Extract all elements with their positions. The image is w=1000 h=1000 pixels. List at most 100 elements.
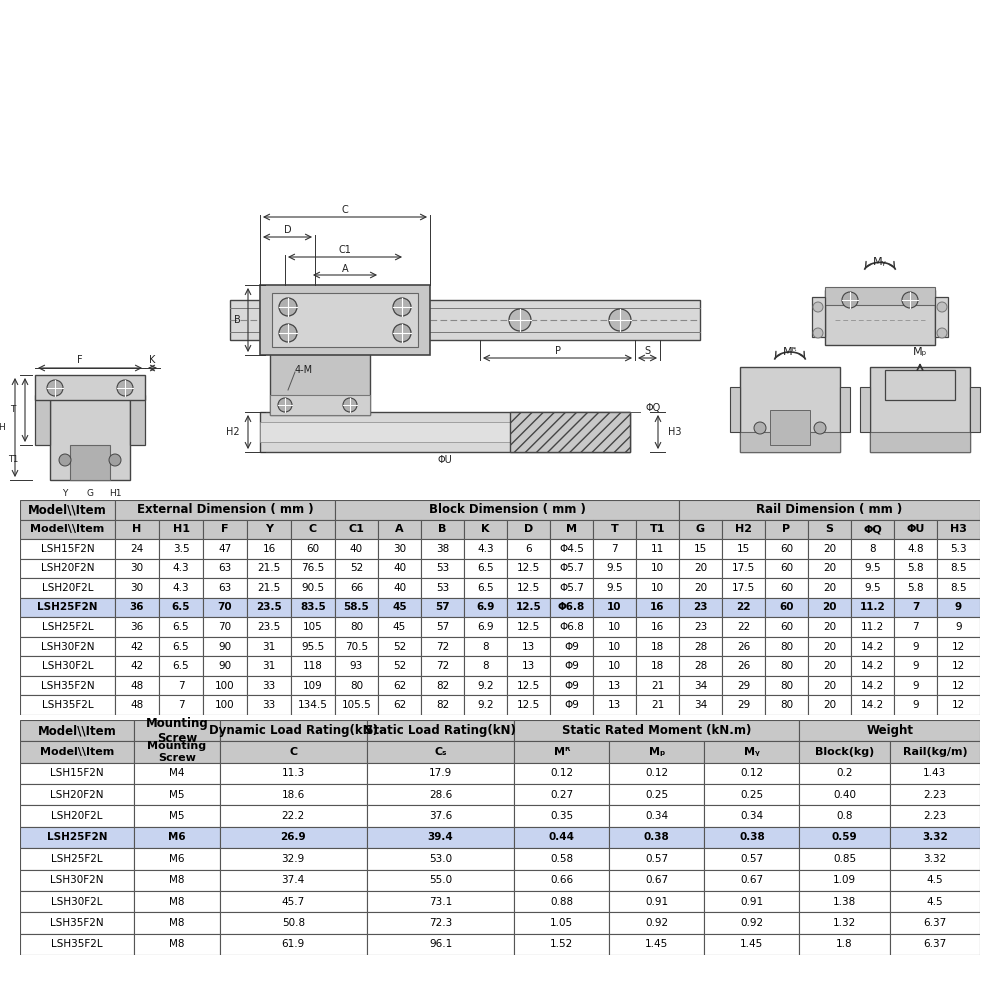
Text: 7: 7 xyxy=(912,602,919,612)
Text: 0.59: 0.59 xyxy=(832,832,857,842)
Text: B: B xyxy=(234,315,241,325)
Text: 17.5: 17.5 xyxy=(732,563,755,573)
Text: M4: M4 xyxy=(169,768,185,778)
Bar xyxy=(159,676,203,695)
Text: 12.5: 12.5 xyxy=(517,622,540,632)
Bar xyxy=(203,656,247,676)
Text: Model\\Item: Model\\Item xyxy=(30,524,105,534)
Text: 12.5: 12.5 xyxy=(517,583,540,593)
Text: 118: 118 xyxy=(303,661,323,671)
Text: 0.38: 0.38 xyxy=(739,832,765,842)
Bar xyxy=(550,520,593,539)
Text: 22: 22 xyxy=(737,622,750,632)
Text: 20: 20 xyxy=(822,602,837,612)
Bar xyxy=(134,763,220,784)
Bar xyxy=(679,578,722,598)
Text: LSH20F2L: LSH20F2L xyxy=(51,811,103,821)
Bar xyxy=(367,805,514,827)
Bar xyxy=(159,578,203,598)
Bar xyxy=(885,370,955,400)
Text: LSH35F2N: LSH35F2N xyxy=(50,918,104,928)
Bar xyxy=(464,520,507,539)
Text: Weight: Weight xyxy=(866,724,913,737)
Text: 72.3: 72.3 xyxy=(429,918,452,928)
Bar xyxy=(704,912,799,934)
Bar xyxy=(593,637,636,656)
Text: ΦQ: ΦQ xyxy=(863,524,882,534)
Text: 105: 105 xyxy=(303,622,323,632)
Text: 109: 109 xyxy=(303,681,323,691)
Bar xyxy=(593,617,636,637)
Text: 76.5: 76.5 xyxy=(301,563,325,573)
Bar xyxy=(464,695,507,715)
Text: 40: 40 xyxy=(393,563,406,573)
Bar xyxy=(765,520,808,539)
Text: H1: H1 xyxy=(173,524,190,534)
Text: 7: 7 xyxy=(178,681,184,691)
Bar xyxy=(247,539,291,559)
Text: 1.45: 1.45 xyxy=(740,939,764,949)
Bar xyxy=(220,763,367,784)
Text: 60: 60 xyxy=(780,563,793,573)
Bar xyxy=(704,848,799,870)
Text: D: D xyxy=(524,524,533,534)
Bar xyxy=(870,367,970,452)
Text: 80: 80 xyxy=(780,681,793,691)
Bar xyxy=(159,598,203,617)
Bar xyxy=(679,539,722,559)
Bar xyxy=(890,763,980,784)
Bar xyxy=(220,827,367,848)
Bar xyxy=(890,934,980,955)
Bar xyxy=(20,598,115,617)
Bar xyxy=(679,695,722,715)
Text: 5.8: 5.8 xyxy=(907,583,924,593)
Text: T1: T1 xyxy=(650,524,665,534)
Bar xyxy=(550,559,593,578)
Bar xyxy=(507,578,550,598)
Bar xyxy=(851,559,894,578)
Text: Φ6.8: Φ6.8 xyxy=(558,602,585,612)
Text: 32.9: 32.9 xyxy=(282,854,305,864)
Bar xyxy=(20,720,134,741)
Bar xyxy=(894,578,937,598)
Bar xyxy=(636,695,679,715)
Text: 12: 12 xyxy=(952,661,965,671)
Bar xyxy=(851,539,894,559)
Bar xyxy=(159,695,203,715)
Text: H: H xyxy=(132,524,142,534)
Bar xyxy=(636,617,679,637)
Bar xyxy=(937,617,980,637)
Bar xyxy=(894,637,937,656)
Bar xyxy=(367,720,514,741)
Text: 16: 16 xyxy=(262,544,276,554)
Bar xyxy=(464,617,507,637)
Text: 13: 13 xyxy=(522,661,535,671)
Text: 0.88: 0.88 xyxy=(550,897,573,907)
Text: 26: 26 xyxy=(737,642,750,652)
Text: 47: 47 xyxy=(218,544,232,554)
Text: 33: 33 xyxy=(262,681,276,691)
Text: Φ9: Φ9 xyxy=(564,661,579,671)
Bar xyxy=(378,617,421,637)
Text: 15: 15 xyxy=(694,544,707,554)
Text: LSH35F2L: LSH35F2L xyxy=(51,939,103,949)
Text: LSH35F2N: LSH35F2N xyxy=(41,681,94,691)
Bar xyxy=(514,912,609,934)
Text: 100: 100 xyxy=(215,681,235,691)
Bar xyxy=(134,912,220,934)
Text: 36: 36 xyxy=(130,602,144,612)
Bar xyxy=(20,763,134,784)
Circle shape xyxy=(47,380,63,396)
Bar xyxy=(20,578,115,598)
Text: 0.12: 0.12 xyxy=(645,768,668,778)
Text: 93: 93 xyxy=(350,661,363,671)
Bar xyxy=(464,656,507,676)
Text: 11.3: 11.3 xyxy=(282,768,305,778)
Text: 4.5: 4.5 xyxy=(927,875,943,885)
Text: LSH15F2N: LSH15F2N xyxy=(50,768,104,778)
Text: Mᵧ: Mᵧ xyxy=(873,257,887,267)
Text: T1: T1 xyxy=(8,456,18,464)
Circle shape xyxy=(509,309,531,331)
Bar xyxy=(421,598,464,617)
Bar xyxy=(722,520,765,539)
